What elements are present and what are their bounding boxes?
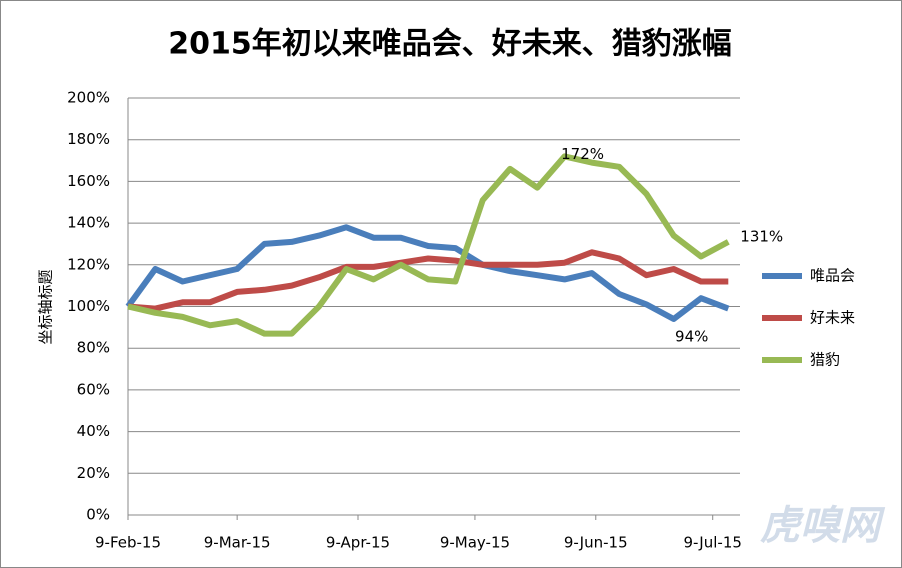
y-tick-label: 180% xyxy=(67,130,110,148)
x-tick-label: 9-Mar-15 xyxy=(204,534,271,552)
y-tick-label: 60% xyxy=(77,380,110,398)
y-tick-label: 40% xyxy=(77,422,110,440)
data-label: 131% xyxy=(740,227,783,245)
watermark: 虎嗅网 xyxy=(760,503,886,549)
series-line xyxy=(127,153,730,337)
y-tick-label: 100% xyxy=(67,297,110,315)
series-line xyxy=(127,249,729,312)
legend-label: 好未来 xyxy=(810,309,855,327)
y-axis-label: 坐标轴标题 xyxy=(37,269,55,344)
legend-label: 唯品会 xyxy=(810,267,855,285)
y-tick-label: 160% xyxy=(67,172,110,190)
series-line xyxy=(125,224,730,322)
y-tick-label: 20% xyxy=(77,464,110,482)
x-tick-label: 9-Apr-15 xyxy=(326,534,390,552)
x-tick-label: 9-Jul-15 xyxy=(684,534,742,552)
legend-label: 猎豹 xyxy=(810,351,840,369)
y-tick-label: 80% xyxy=(77,339,110,357)
y-tick-label: 120% xyxy=(67,255,110,273)
x-tick-label: 9-May-15 xyxy=(440,534,510,552)
y-tick-label: 200% xyxy=(67,89,110,107)
chart-title: 2015年初以来唯品会、好未来、猎豹涨幅 xyxy=(168,27,732,62)
y-tick-label: 0% xyxy=(86,506,110,524)
y-tick-label: 140% xyxy=(67,214,110,232)
data-label: 94% xyxy=(675,328,708,346)
data-label: 172% xyxy=(561,145,604,163)
x-tick-label: 9-Jun-15 xyxy=(564,534,628,552)
x-tick-label: 9-Feb-15 xyxy=(95,534,161,552)
